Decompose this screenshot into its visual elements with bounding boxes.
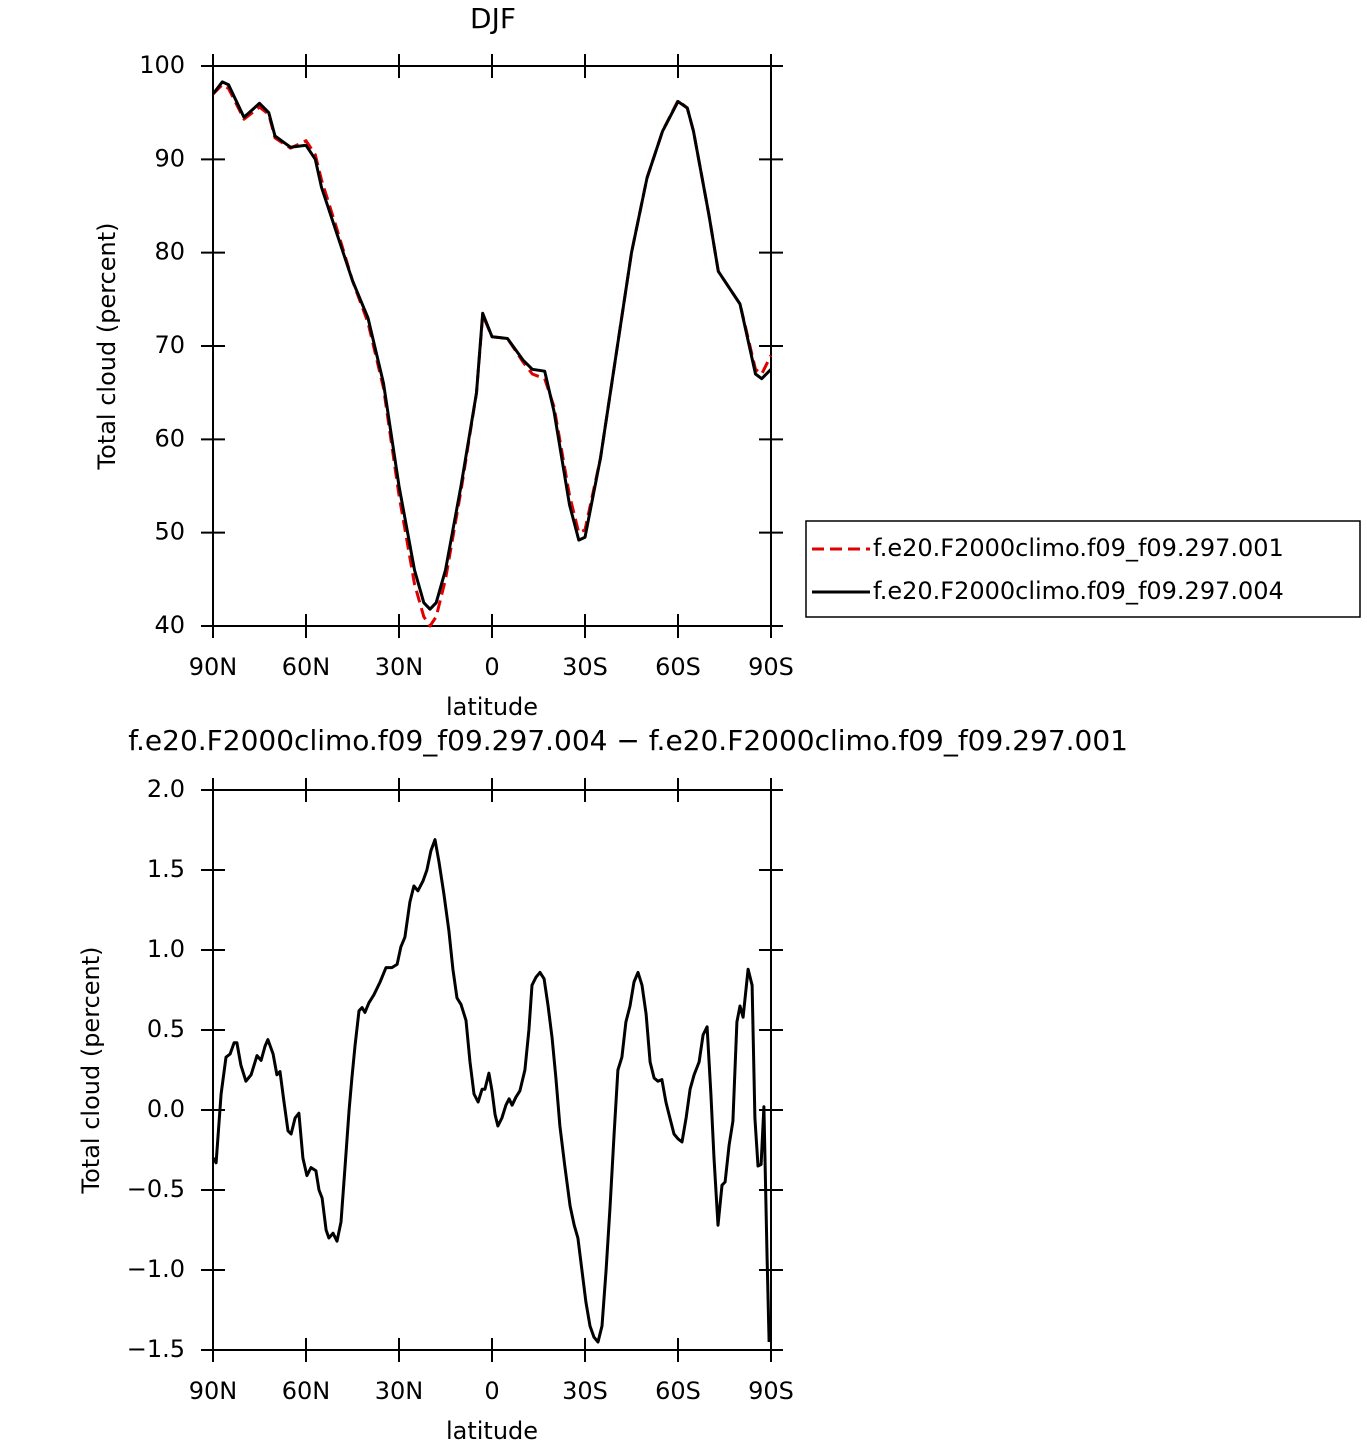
x-tick-label: 90S [748, 1377, 794, 1405]
y-tick-label: −0.5 [127, 1175, 185, 1203]
y-tick-label: 100 [139, 51, 185, 79]
chart-title: f.e20.F2000climo.f09_f09.297.004 − f.e20… [128, 724, 1128, 757]
x-tick-label: 0 [484, 653, 499, 681]
x-tick-label: 30N [375, 653, 424, 681]
x-tick-label: 90S [748, 653, 794, 681]
x-tick-label: 30N [375, 1377, 424, 1405]
plot-frame [212, 65, 772, 627]
x-tick-label: 30S [562, 653, 608, 681]
y-tick-label: 1.0 [147, 935, 185, 963]
data-line [211, 83, 773, 628]
y-tick-label: 2.0 [147, 775, 185, 803]
x-tick-label: 60N [282, 1377, 331, 1405]
x-tick-label: 30S [562, 1377, 608, 1405]
x-axis-label: latitude [446, 693, 538, 721]
y-axis-label: Total cloud (percent) [77, 947, 105, 1195]
data-line [211, 80, 773, 611]
x-tick-label: 90N [189, 1377, 238, 1405]
y-axis-label: Total cloud (percent) [93, 223, 121, 471]
y-tick-label: 80 [154, 238, 185, 266]
plot-frame [212, 789, 772, 1351]
y-tick-label: 70 [154, 331, 185, 359]
y-tick-label: 0.5 [147, 1015, 185, 1043]
y-tick-label: 0.0 [147, 1095, 185, 1123]
x-tick-label: 0 [484, 1377, 499, 1405]
data-line [211, 838, 771, 1344]
legend-label: f.e20.F2000climo.f09_f09.297.001 [873, 534, 1284, 562]
legend-box [805, 520, 1361, 618]
x-axis-label: latitude [446, 1417, 538, 1445]
y-tick-label: −1.0 [127, 1255, 185, 1283]
y-tick-label: 50 [154, 518, 185, 546]
chart-title: DJF [470, 2, 516, 35]
y-tick-label: 90 [154, 144, 185, 172]
x-tick-label: 60S [655, 653, 701, 681]
y-tick-label: 40 [154, 611, 185, 639]
x-tick-label: 60N [282, 653, 331, 681]
y-tick-label: 60 [154, 424, 185, 452]
x-tick-label: 60S [655, 1377, 701, 1405]
y-tick-label: −1.5 [127, 1335, 185, 1363]
legend-label: f.e20.F2000climo.f09_f09.297.004 [873, 577, 1284, 605]
x-tick-label: 90N [189, 653, 238, 681]
y-tick-label: 1.5 [147, 855, 185, 883]
